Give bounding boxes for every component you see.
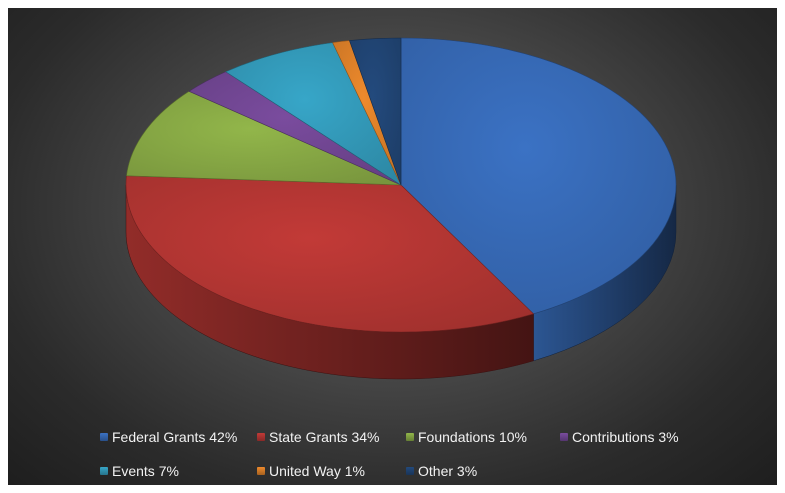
- pie-slices: [125, 37, 677, 333]
- chart-area: Federal Grants 42% State Grants 34% Foun…: [8, 8, 777, 485]
- pie-slice-other: [349, 37, 402, 186]
- pie-slice-events: [225, 42, 402, 186]
- pie-slice-state-grants: [125, 175, 535, 333]
- pie-slice-federal-grants: [400, 37, 677, 315]
- pie-chart: [125, 37, 677, 380]
- pie-slice-foundations: [126, 90, 402, 186]
